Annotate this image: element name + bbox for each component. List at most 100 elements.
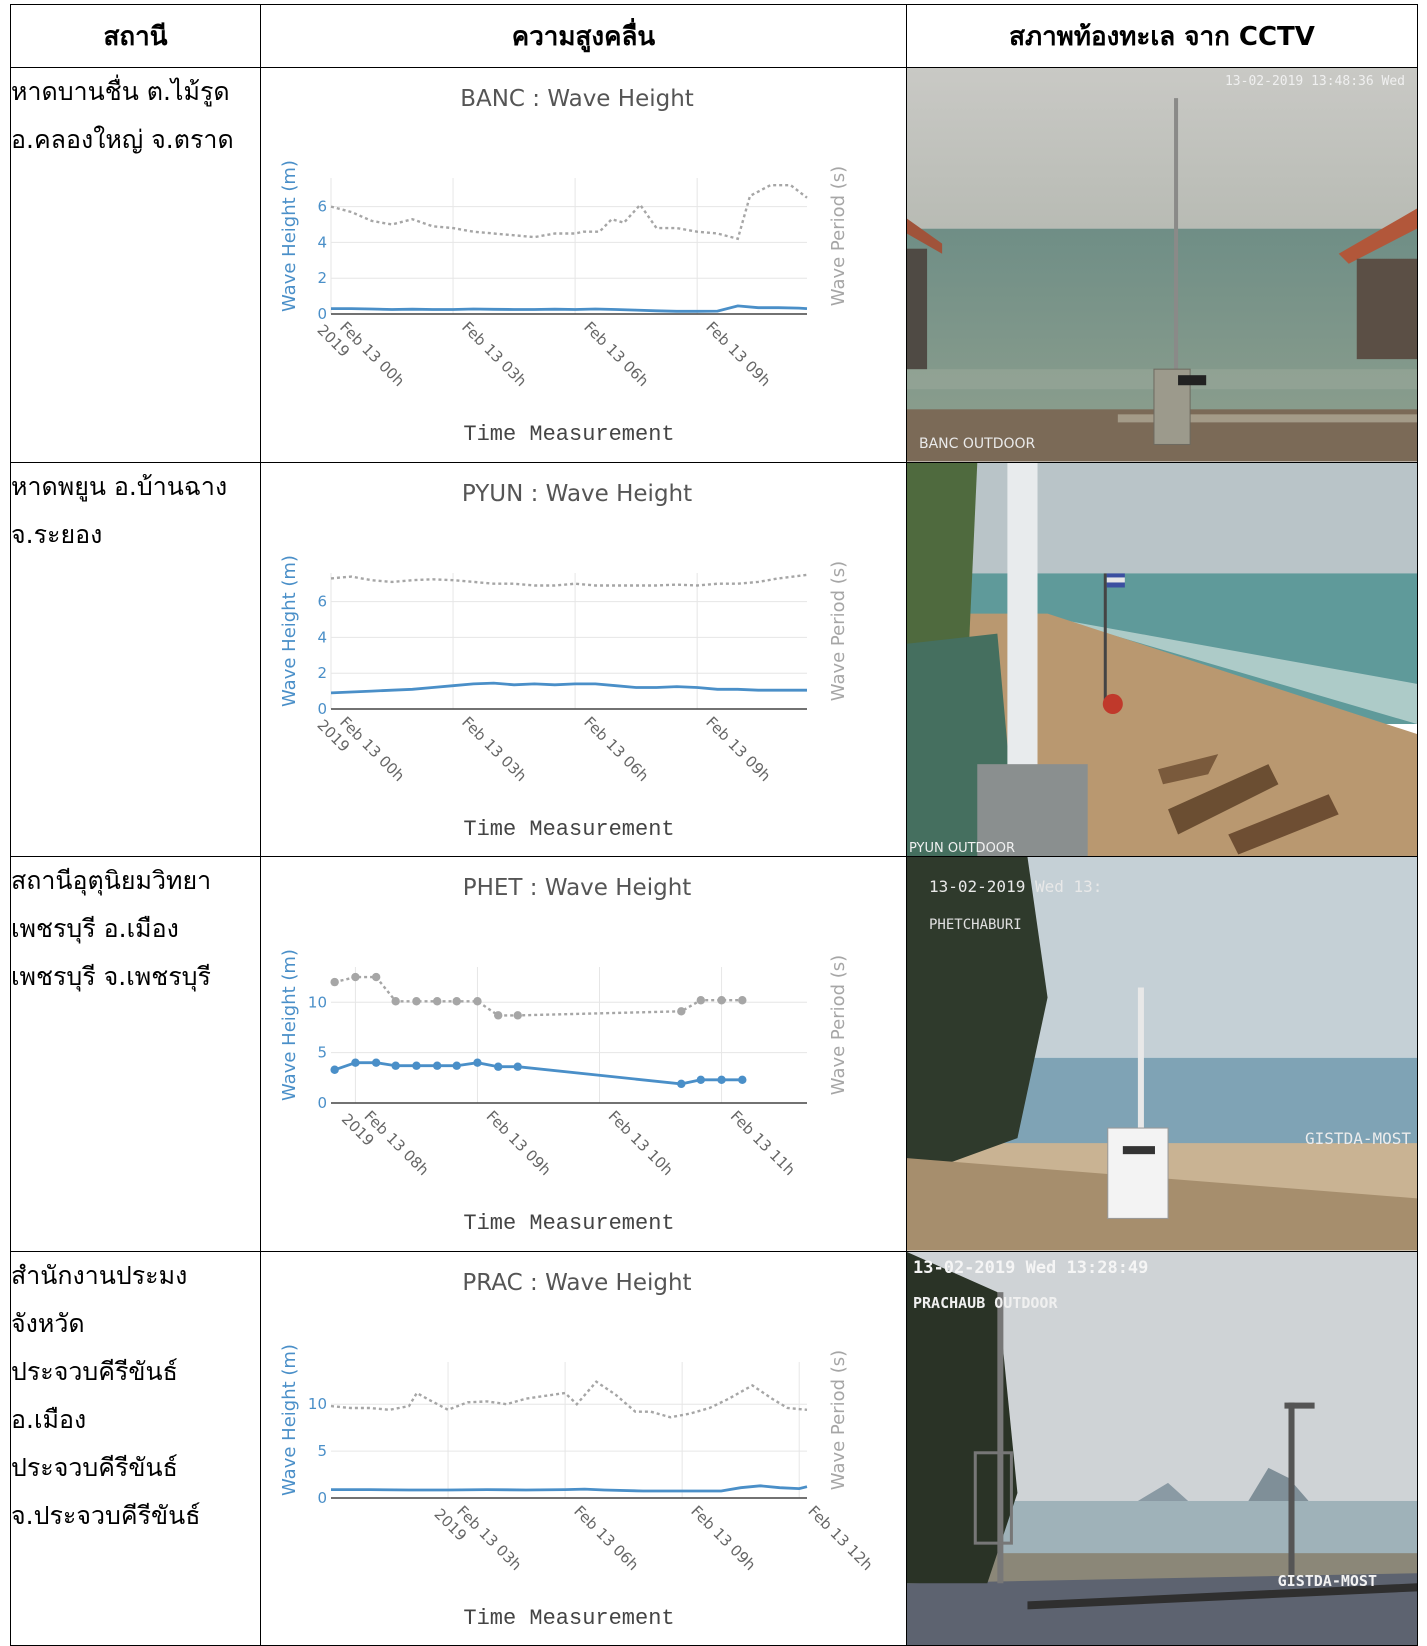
station-cell: สำนักงานประมง จังหวัด ประจวบคีรีขันธ์ อ.… bbox=[10, 1250, 261, 1646]
y-axis-title-right: Wave Period (s) bbox=[828, 560, 849, 700]
wave-period-line bbox=[330, 573, 808, 587]
wave-height-point bbox=[351, 1058, 360, 1067]
cctv-image-prac: 13-02-2019 Wed 13:28:49 PRACHAUB OUTDOOR… bbox=[907, 1251, 1417, 1646]
cctv-label: PHETCHABURI bbox=[929, 917, 1022, 934]
header-cctv: สภาพท้องทะเล จาก CCTV bbox=[906, 4, 1418, 68]
wave-period-point bbox=[432, 997, 442, 1006]
wave-height-point bbox=[513, 1062, 522, 1071]
station-line: จังหวัด bbox=[11, 1308, 85, 1338]
x-tick-label: Feb 13 09h bbox=[483, 1107, 555, 1179]
wave-height-line bbox=[331, 1483, 808, 1492]
wave-period-point bbox=[677, 1007, 686, 1016]
wave-height-point bbox=[738, 1075, 747, 1085]
y-axis-title-left: Wave Height (m) bbox=[279, 160, 300, 312]
cctv-label: PYUN OUTDOOR bbox=[909, 841, 1016, 857]
wave-chart-phet: PHET : Wave Height 0 5 10 Feb 13 08h2019 Feb … bbox=[279, 875, 849, 1236]
y-tick-label: 2 bbox=[317, 664, 327, 682]
chart-cell: BANC : Wave Height 0 2 4 6 Feb 13 00h2019 Feb … bbox=[260, 67, 907, 463]
header-row: สถานี ความสูงคลื่น สภาพท้องทะเล จาก CCTV bbox=[10, 4, 1418, 68]
station-line: จ.ระยอง bbox=[11, 519, 103, 549]
y-tick-label: 0 bbox=[317, 1489, 327, 1507]
chart-title: BANC : Wave Height bbox=[460, 86, 694, 112]
cctv-watermark: GISTDA-MOST bbox=[1277, 1571, 1377, 1590]
x-tick-label: Feb 13 00h2019 bbox=[314, 308, 409, 403]
station-line: อ.คลองใหญ่ จ.ตราด bbox=[11, 125, 234, 154]
wave-period-line bbox=[334, 975, 743, 1017]
cctv-image-pyun: PYUN OUTDOOR bbox=[907, 462, 1417, 857]
cctv-scene bbox=[907, 462, 1417, 857]
wave-period-point bbox=[452, 997, 461, 1006]
cctv-cell: 13-02-2019 Wed 13:28:49 PRACHAUB OUTDOOR… bbox=[906, 1250, 1418, 1646]
x-tick-label: Feb 13 06h bbox=[570, 1502, 642, 1574]
wave-chart-banc: BANC : Wave Height 0 2 4 6 Feb 13 00h2019 Feb … bbox=[279, 86, 849, 447]
cctv-label: BANC OUTDOOR bbox=[919, 435, 1036, 452]
y-axis-title-right: Wave Period (s) bbox=[828, 166, 849, 306]
x-tick-label: Feb 13 03h2019 bbox=[431, 1492, 526, 1587]
wave-period-point bbox=[371, 972, 381, 982]
wave-height-point bbox=[391, 1061, 400, 1070]
wave-height-point bbox=[371, 1058, 381, 1067]
header-station: สถานี bbox=[10, 4, 261, 68]
wave-period-point bbox=[717, 996, 726, 1005]
y-tick-label: 4 bbox=[317, 233, 327, 251]
wave-period-point bbox=[513, 1011, 522, 1020]
station-line: สำนักงานประมง bbox=[11, 1260, 188, 1290]
station-line: เพชรบุรี อ.เมือง bbox=[11, 914, 179, 944]
station-line: จ.ประจวบคีรีขันธ์ bbox=[11, 1500, 201, 1530]
x-tick-label: Feb 13 11h bbox=[727, 1107, 799, 1179]
cctv-scene bbox=[907, 1251, 1417, 1646]
x-tick-label: Feb 13 10h bbox=[605, 1107, 677, 1179]
wave-height-line bbox=[330, 681, 807, 694]
wave-height-point bbox=[412, 1061, 421, 1070]
station-cell: หาดพยูน อ.บ้านฉาง จ.ระยอง bbox=[10, 461, 261, 858]
wave-period-point bbox=[738, 996, 747, 1005]
wave-period-point bbox=[351, 972, 360, 982]
cctv-timestamp: 13-02-2019 Wed 13: bbox=[929, 877, 1103, 897]
y-tick-label: 4 bbox=[317, 628, 327, 646]
wave-height-line bbox=[331, 304, 808, 313]
header-wave-height: ความสูงคลื่น bbox=[260, 4, 907, 68]
y-tick-label: 2 bbox=[317, 269, 327, 287]
cctv-scene bbox=[907, 68, 1417, 462]
wave-period-line bbox=[330, 1379, 808, 1419]
table-row: สถานีอุตุนิยมวิทยา เพชรบุรี อ.เมือง เพชร… bbox=[10, 856, 1418, 1252]
x-tick-label: Feb 13 06h bbox=[580, 713, 652, 785]
wave-chart-pyun: PYUN : Wave Height 0 2 4 6 Feb 13 00h2019 Feb … bbox=[279, 481, 849, 842]
cctv-watermark: GISTDA-MOST bbox=[1305, 1129, 1411, 1149]
wave-height-point bbox=[494, 1062, 503, 1071]
x-tick-label: Feb 13 06h bbox=[580, 318, 652, 390]
table-row: หาดบานชื่น ต.ไม้รูด อ.คลองใหญ่ จ.ตราด BA… bbox=[10, 67, 1418, 463]
wave-height-point bbox=[696, 1075, 706, 1085]
table-row: สำนักงานประมง จังหวัด ประจวบคีรีขันธ์ อ.… bbox=[10, 1250, 1418, 1646]
cctv-label: PRACHAUB OUTDOOR bbox=[913, 1293, 1058, 1312]
wave-height-point bbox=[717, 1075, 726, 1085]
x-tick-label: Feb 13 03h bbox=[458, 713, 530, 785]
cctv-cell: PYUN OUTDOOR bbox=[906, 461, 1418, 858]
chart-title: PRAC : Wave Height bbox=[462, 1270, 691, 1296]
station-cell: สถานีอุตุนิยมวิทยา เพชรบุรี อ.เมือง เพชร… bbox=[10, 856, 261, 1252]
station-line: ประจวบคีรีขันธ์ bbox=[11, 1452, 178, 1482]
y-tick-label: 10 bbox=[308, 993, 327, 1011]
chart-cell: PRAC : Wave Height 0 5 10 Feb 13 03h2019 Feb … bbox=[260, 1250, 907, 1646]
cctv-image-phet: 13-02-2019 Wed 13: PHETCHABURI GISTDA-MO… bbox=[907, 857, 1417, 1251]
station-cell: หาดบานชื่น ต.ไม้รูด อ.คลองใหญ่ จ.ตราด bbox=[10, 67, 261, 463]
table-row: หาดพยูน อ.บ้านฉาง จ.ระยอง PYUN : Wave He… bbox=[10, 461, 1418, 858]
wave-period-point bbox=[391, 997, 400, 1006]
station-line: หาดพยูน อ.บ้านฉาง bbox=[11, 471, 228, 501]
wave-height-point bbox=[432, 1061, 442, 1070]
y-tick-label: 5 bbox=[317, 1442, 327, 1460]
x-axis-title: Time Measurement bbox=[463, 1606, 674, 1631]
y-tick-label: 0 bbox=[317, 1094, 327, 1112]
wave-period-point bbox=[473, 997, 482, 1006]
x-tick-label: Feb 13 00h2019 bbox=[314, 703, 409, 798]
wave-period-point bbox=[696, 996, 706, 1005]
x-tick-label: Feb 13 09h bbox=[702, 318, 774, 390]
cctv-timestamp: 13-02-2019 Wed 13:28:49 bbox=[913, 1257, 1149, 1278]
cctv-scene bbox=[907, 857, 1417, 1251]
wave-period-point bbox=[330, 977, 339, 987]
y-axis-title-left: Wave Height (m) bbox=[279, 1344, 300, 1496]
cctv-cell: 13-02-2019 13:48:36 Wed BANC OUTDOOR bbox=[906, 67, 1418, 463]
y-axis-title-right: Wave Period (s) bbox=[828, 1349, 849, 1489]
wave-height-point bbox=[677, 1079, 686, 1089]
wave-period-point bbox=[412, 997, 421, 1006]
